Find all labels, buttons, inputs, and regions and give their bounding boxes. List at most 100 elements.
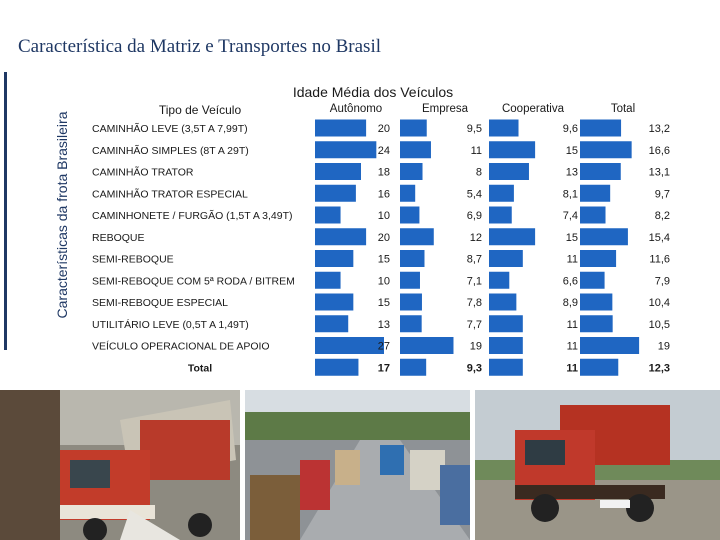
bar <box>315 184 356 202</box>
data-label: 15 <box>566 145 578 157</box>
data-label: 12,3 <box>649 362 670 374</box>
data-label: 7,8 <box>467 297 482 309</box>
data-label: 9,6 <box>563 123 578 135</box>
data-label: 9,5 <box>467 123 482 135</box>
data-label: 16,6 <box>649 145 670 157</box>
data-label: 10,4 <box>649 297 670 309</box>
bar <box>400 206 420 224</box>
data-label: 27 <box>378 341 390 353</box>
data-label: 24 <box>378 145 390 157</box>
bar <box>580 271 605 289</box>
bar <box>315 293 354 311</box>
truck-photo-highway <box>245 390 470 540</box>
data-label: 8 <box>476 167 482 179</box>
bar <box>315 315 349 333</box>
series-header: Cooperativa <box>502 103 565 115</box>
data-label: 15,4 <box>649 232 670 244</box>
data-label: 11 <box>566 362 578 374</box>
data-label: 7,9 <box>655 275 670 287</box>
series-header: Total <box>611 103 635 115</box>
bar <box>315 119 367 137</box>
bar <box>315 141 377 159</box>
data-label: 8,1 <box>563 188 578 200</box>
bar <box>400 293 422 311</box>
data-label: 8,7 <box>467 254 482 266</box>
bar <box>315 206 341 224</box>
bar <box>489 228 536 246</box>
category-label: CAMINHÃO TRATOR <box>92 166 194 179</box>
series-header: Autônomo <box>330 103 382 115</box>
bar <box>580 206 606 224</box>
data-label: 7,1 <box>467 275 482 287</box>
bar <box>315 228 367 246</box>
bar <box>580 141 632 159</box>
data-label: 8,2 <box>655 210 670 222</box>
bar <box>489 315 523 333</box>
chart-title: Idade Média dos Veículos <box>293 84 453 100</box>
truck-photo-unloading <box>0 390 240 540</box>
bar <box>400 163 423 180</box>
data-label: 10 <box>378 275 390 287</box>
bar <box>400 141 431 159</box>
data-label: 13,1 <box>649 167 670 179</box>
bar <box>400 119 427 137</box>
bar <box>400 184 416 202</box>
data-label: 11 <box>567 319 578 331</box>
data-label: 9,7 <box>655 188 670 200</box>
data-label: 7,7 <box>467 319 482 331</box>
bar <box>315 358 359 376</box>
bar <box>580 293 613 311</box>
bar <box>489 337 523 354</box>
category-header: Tipo de Veículo <box>159 103 242 117</box>
bar <box>489 184 514 202</box>
sidebar-accent-bar <box>4 72 7 350</box>
truck-photos-strip <box>0 390 720 540</box>
data-label: 13,2 <box>649 123 670 135</box>
bar <box>315 163 361 180</box>
bar <box>400 337 454 354</box>
bar <box>580 184 611 202</box>
data-label: 10 <box>378 210 390 222</box>
category-label: SEMI-REBOQUE ESPECIAL <box>92 297 228 309</box>
data-label: 15 <box>378 297 390 309</box>
data-label: 19 <box>658 341 670 353</box>
page-title: Característica da Matriz e Transportes n… <box>18 36 382 57</box>
bar <box>400 228 434 246</box>
data-label: 13 <box>566 167 578 179</box>
data-label: 17 <box>378 362 390 374</box>
bar <box>580 119 622 137</box>
bar <box>580 358 619 376</box>
series-header: Empresa <box>422 103 469 115</box>
data-label: 7,4 <box>563 210 578 222</box>
data-label: 11 <box>567 254 578 266</box>
bar <box>400 315 422 333</box>
category-label: SEMI-REBOQUE COM 5ª RODA / BITREM <box>92 275 295 287</box>
data-label: 16 <box>378 188 390 200</box>
bar <box>489 163 529 180</box>
data-label: 19 <box>470 341 482 353</box>
bar <box>489 271 510 289</box>
bar <box>489 358 523 376</box>
data-label: 9,3 <box>467 362 482 374</box>
data-label: 6,9 <box>467 210 482 222</box>
bar <box>400 271 420 289</box>
bar <box>315 271 341 289</box>
bar <box>315 337 384 354</box>
bar <box>489 250 523 267</box>
vehicle-age-chart: Idade Média dos Veículos Tipo de Veículo… <box>92 84 670 376</box>
truck-photo-red-truck <box>475 390 720 540</box>
bar <box>489 293 517 311</box>
data-label: 10,5 <box>649 319 670 331</box>
bar <box>580 228 628 246</box>
category-label: CAMINHÃO LEVE (3,5T A 7,99T) <box>92 122 248 135</box>
data-label: 8,9 <box>563 297 578 309</box>
data-label: 6,6 <box>563 275 578 287</box>
category-label: VEÍCULO OPERACIONAL DE APOIO <box>92 340 270 353</box>
data-label: 15 <box>566 232 578 244</box>
bar <box>315 250 354 267</box>
category-label: UTILITÁRIO LEVE (0,5T A 1,49T) <box>92 318 249 331</box>
category-label: Total <box>188 362 212 374</box>
bar <box>489 119 519 137</box>
data-label: 11 <box>567 341 578 353</box>
category-label: REBOQUE <box>92 232 145 244</box>
